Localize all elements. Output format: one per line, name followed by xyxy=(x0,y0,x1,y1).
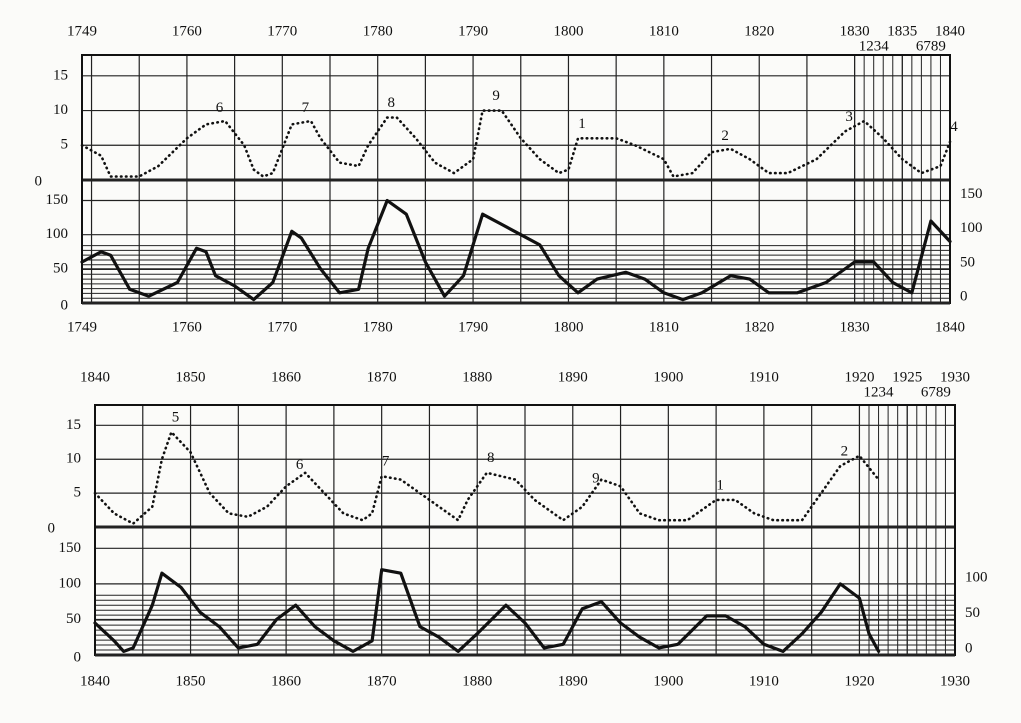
x-tick-label: 1820 xyxy=(744,319,774,335)
y2-tick-label: 0 xyxy=(74,649,82,665)
top-x-label: 1810 xyxy=(649,23,679,39)
y-tick-label: 5 xyxy=(61,137,69,153)
x-tick-label: 1870 xyxy=(367,673,397,689)
x-tick-label: 1860 xyxy=(271,673,301,689)
peak-label: 3 xyxy=(845,109,853,125)
top-x-label: 1780 xyxy=(363,23,393,39)
top-x-label: 1760 xyxy=(172,23,202,39)
x-tick-label: 1910 xyxy=(749,673,779,689)
year-digits: 1234 xyxy=(864,384,895,400)
year-digits: 6789 xyxy=(916,38,946,54)
top-x-label: 1770 xyxy=(267,23,297,39)
peak-label: 2 xyxy=(721,128,729,144)
peak-label: 1 xyxy=(716,477,724,493)
peak-label: 8 xyxy=(487,450,495,466)
x-tick-label: 1840 xyxy=(80,673,110,689)
x-tick-label: 1800 xyxy=(553,319,583,335)
y-tick-label: 15 xyxy=(53,67,68,83)
top-x-label: 1800 xyxy=(553,23,583,39)
right-tick-label: 100 xyxy=(965,569,988,585)
top-x-label: 1920 xyxy=(844,369,874,385)
right-tick-label: 0 xyxy=(960,288,968,304)
top-x-label: 1860 xyxy=(271,369,301,385)
top-x-label: 1835 xyxy=(887,23,917,39)
top-x-label: 1820 xyxy=(744,23,774,39)
x-tick-label: 1920 xyxy=(844,673,874,689)
y-tick-label: 0 xyxy=(35,173,43,189)
peak-label: 6 xyxy=(296,457,304,473)
peak-label: 4 xyxy=(950,119,958,135)
top-x-label: 1890 xyxy=(558,369,588,385)
peak-label: 8 xyxy=(387,95,395,111)
x-tick-label: 1880 xyxy=(462,673,492,689)
right-tick-label: 50 xyxy=(960,254,975,270)
y-tick-label: 10 xyxy=(53,102,68,118)
x-tick-label: 1900 xyxy=(653,673,683,689)
right-tick-label: 0 xyxy=(965,640,973,656)
top-x-label: 1900 xyxy=(653,369,683,385)
top-x-label: 1930 xyxy=(940,369,970,385)
peak-label: 5 xyxy=(172,410,180,426)
top-x-label: 1749 xyxy=(67,23,97,39)
x-tick-label: 1810 xyxy=(649,319,679,335)
x-tick-label: 1830 xyxy=(840,319,870,335)
top-x-label: 1850 xyxy=(176,369,206,385)
peak-label: 2 xyxy=(841,443,849,459)
top-x-label: 1925 xyxy=(892,369,922,385)
right-tick-label: 150 xyxy=(960,186,983,202)
top-x-label: 1840 xyxy=(80,369,110,385)
y2-tick-label: 50 xyxy=(53,260,68,276)
x-tick-label: 1850 xyxy=(176,673,206,689)
y-tick-label: 15 xyxy=(66,417,81,433)
dotted-line xyxy=(80,109,952,178)
top-x-label: 1790 xyxy=(458,23,488,39)
y2-tick-label: 0 xyxy=(61,297,69,313)
peak-label: 7 xyxy=(302,100,310,116)
x-tick-label: 1770 xyxy=(267,319,297,335)
x-tick-label: 1780 xyxy=(363,319,393,335)
y2-tick-label: 100 xyxy=(59,575,82,591)
y2-tick-label: 150 xyxy=(46,192,69,208)
peak-label: 9 xyxy=(592,471,600,487)
y2-tick-label: 150 xyxy=(59,540,82,556)
top-x-label: 1880 xyxy=(462,369,492,385)
peak-label: 7 xyxy=(382,454,390,470)
top-x-label: 1840 xyxy=(935,23,965,39)
x-tick-label: 1749 xyxy=(67,319,97,335)
dotted-line xyxy=(93,430,880,525)
peak-label: 9 xyxy=(492,88,500,104)
y-tick-label: 10 xyxy=(66,451,81,467)
year-digits: 6789 xyxy=(921,384,951,400)
solid-line xyxy=(93,568,881,653)
x-tick-label: 1840 xyxy=(935,319,965,335)
peak-label: 6 xyxy=(216,100,224,116)
x-tick-label: 1760 xyxy=(172,319,202,335)
top-x-label: 1870 xyxy=(367,369,397,385)
top-x-label: 1910 xyxy=(749,369,779,385)
y2-tick-label: 50 xyxy=(66,611,81,627)
x-tick-label: 1890 xyxy=(558,673,588,689)
y-tick-label: 5 xyxy=(74,485,82,501)
year-digits: 1234 xyxy=(859,38,890,54)
y2-tick-label: 100 xyxy=(46,226,69,242)
y-tick-label: 0 xyxy=(48,520,56,536)
solid-line xyxy=(80,198,952,302)
x-tick-label: 1790 xyxy=(458,319,488,335)
peak-label: 1 xyxy=(578,116,586,132)
right-tick-label: 100 xyxy=(960,220,983,236)
top-x-label: 1830 xyxy=(840,23,870,39)
right-tick-label: 50 xyxy=(965,605,980,621)
x-tick-label: 1930 xyxy=(940,673,970,689)
